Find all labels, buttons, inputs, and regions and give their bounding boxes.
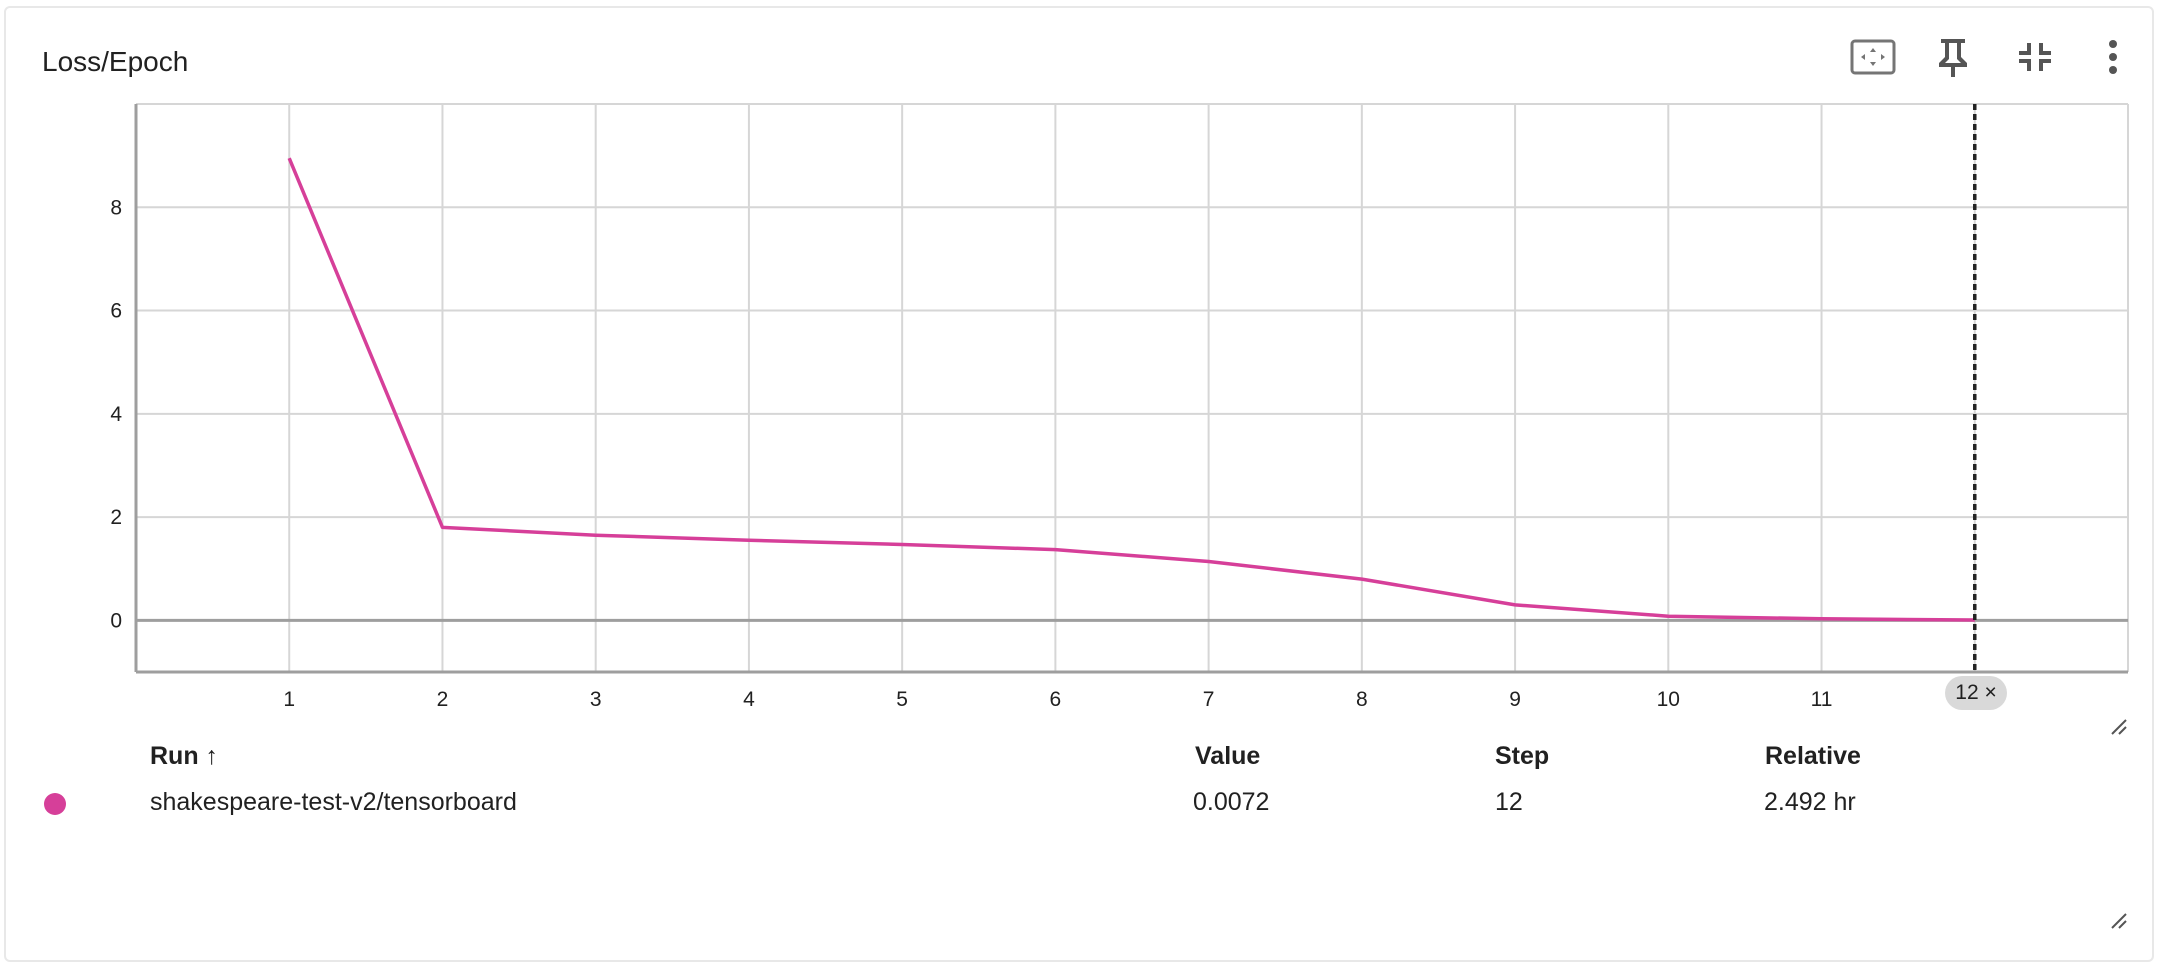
y-tick-label: 4 (110, 403, 122, 426)
step-cursor-label: 12 × (1955, 681, 1997, 704)
relative-cell: 2.492 hr (1764, 788, 1856, 816)
collapse-icon[interactable] (2006, 30, 2060, 84)
column-header-run[interactable]: Run ↑ (150, 742, 219, 770)
y-tick-label: 2 (110, 506, 122, 529)
series-line (287, 157, 1975, 622)
more-vert-icon[interactable] (2086, 30, 2140, 84)
step-cell: 12 (1495, 788, 1523, 816)
scalar-card: Loss/Epoch (4, 6, 2154, 962)
x-tick-label: 1 (283, 688, 295, 711)
card-title: Loss/Epoch (42, 46, 189, 77)
chart-resize-handle-icon[interactable] (2108, 716, 2128, 736)
x-tick-label: 11 (1811, 688, 1833, 711)
value-cell: 0.0072 (1193, 788, 1270, 816)
x-tick-label: 5 (896, 688, 908, 711)
column-header-value[interactable]: Value (1195, 742, 1261, 770)
step-cursor-chip[interactable]: 12 × (1945, 676, 2007, 710)
fullscreen-icon[interactable] (1846, 30, 1900, 84)
x-tick-label: 2 (437, 688, 449, 711)
x-tick-label: 7 (1203, 688, 1215, 711)
x-tick-label: 8 (1356, 688, 1368, 711)
column-header-step[interactable]: Step (1495, 742, 1550, 770)
y-tick-label: 8 (110, 196, 122, 219)
pin-icon[interactable] (1926, 30, 1980, 84)
x-tick-label: 10 (1657, 688, 1680, 711)
y-tick-label: 0 (110, 609, 122, 632)
run-color-swatch[interactable] (44, 793, 66, 815)
card-resize-handle-icon[interactable] (2108, 910, 2128, 930)
x-tick-label: 9 (1509, 688, 1521, 711)
x-tick-label: 6 (1050, 688, 1062, 711)
run-name-cell: shakespeare-test-v2/tensorboard (150, 788, 517, 816)
y-tick-label: 6 (110, 300, 122, 323)
column-header-relative[interactable]: Relative (1765, 742, 1861, 770)
x-tick-label: 3 (590, 688, 602, 711)
x-tick-label: 4 (743, 688, 755, 711)
